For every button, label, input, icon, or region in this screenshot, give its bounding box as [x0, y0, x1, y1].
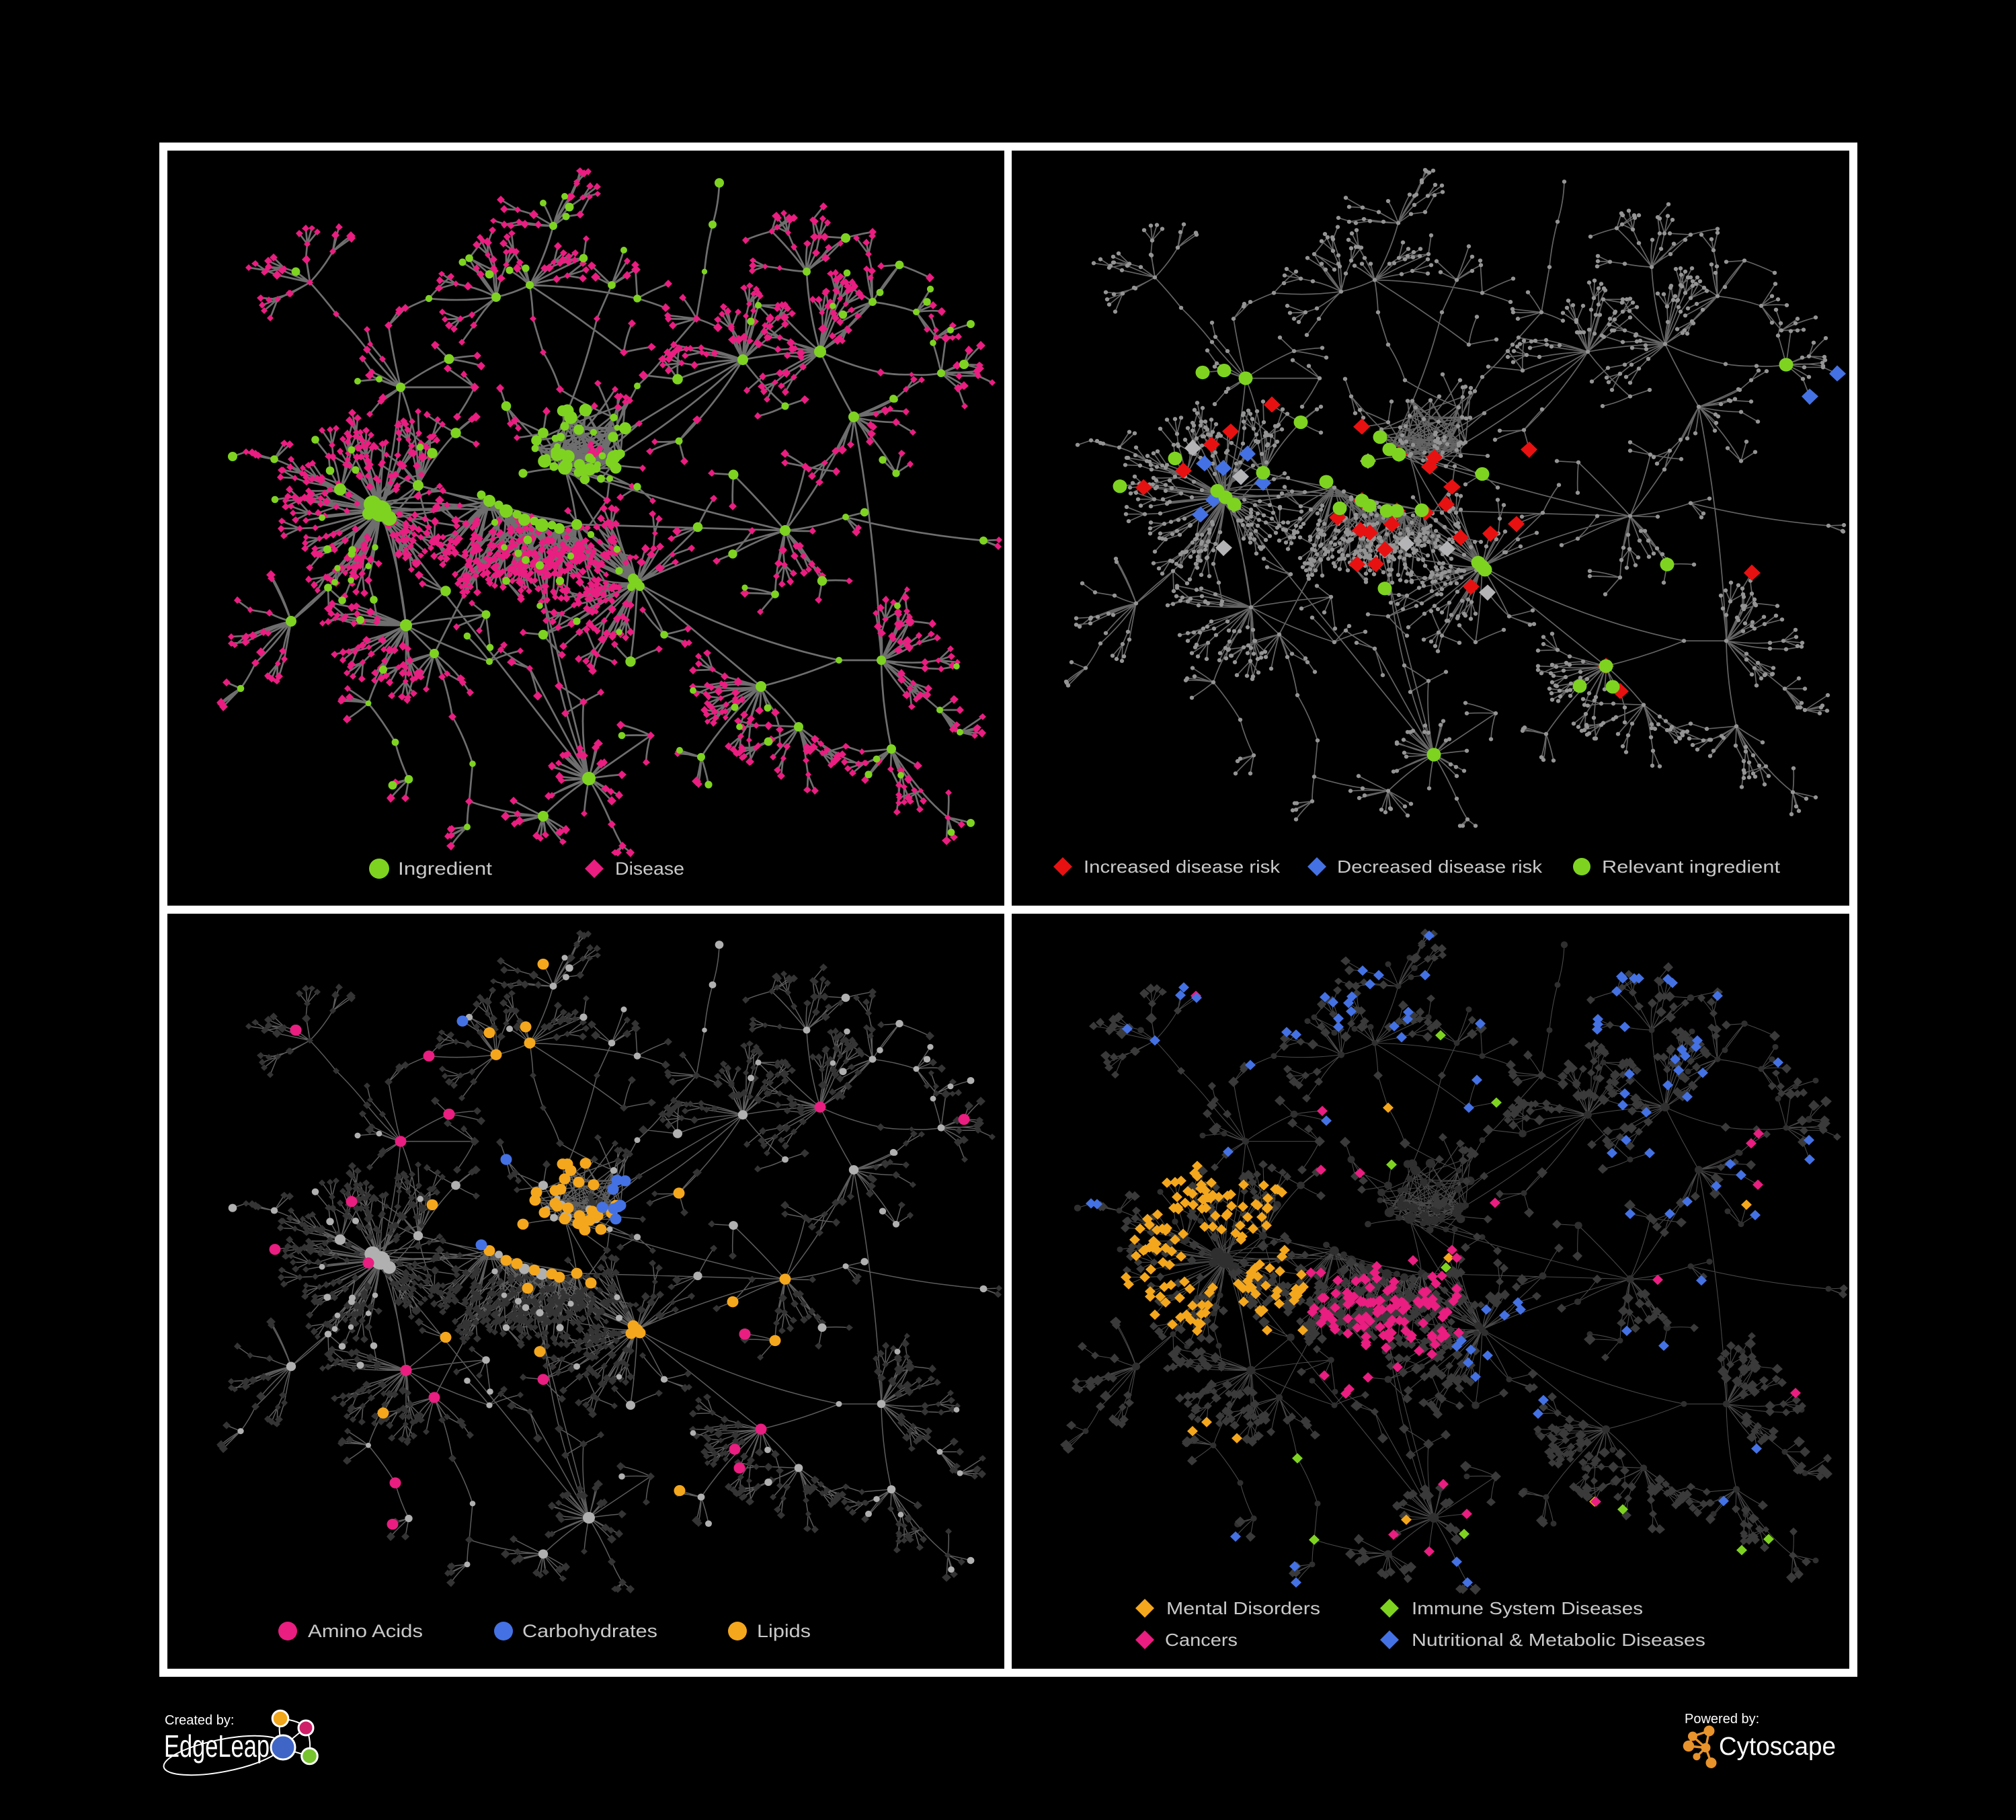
svg-text:Amino Acids: Amino Acids — [308, 1621, 423, 1641]
svg-text:Mental Disorders: Mental Disorders — [1166, 1598, 1320, 1618]
svg-text:Increased disease risk: Increased disease risk — [1084, 857, 1281, 877]
svg-text:Cytoscape: Cytoscape — [1719, 1733, 1836, 1761]
svg-text:Carbohydrates: Carbohydrates — [522, 1621, 657, 1641]
svg-text:Ingredient: Ingredient — [398, 859, 493, 879]
svg-text:Decreased disease risk: Decreased disease risk — [1337, 857, 1543, 877]
svg-text:Cancers: Cancers — [1165, 1630, 1238, 1650]
svg-text:Relevant ingredient: Relevant ingredient — [1602, 857, 1781, 877]
svg-text:Created by:: Created by: — [165, 1713, 234, 1728]
svg-text:Nutritional & Metabolic Diseas: Nutritional & Metabolic Diseases — [1412, 1630, 1705, 1650]
svg-text:Lipids: Lipids — [757, 1621, 811, 1641]
svg-text:Immune System Diseases: Immune System Diseases — [1412, 1598, 1643, 1618]
svg-text:EdgeLeap: EdgeLeap — [164, 1729, 270, 1764]
svg-text:Disease: Disease — [615, 859, 684, 879]
svg-text:Powered by:: Powered by: — [1685, 1712, 1759, 1727]
